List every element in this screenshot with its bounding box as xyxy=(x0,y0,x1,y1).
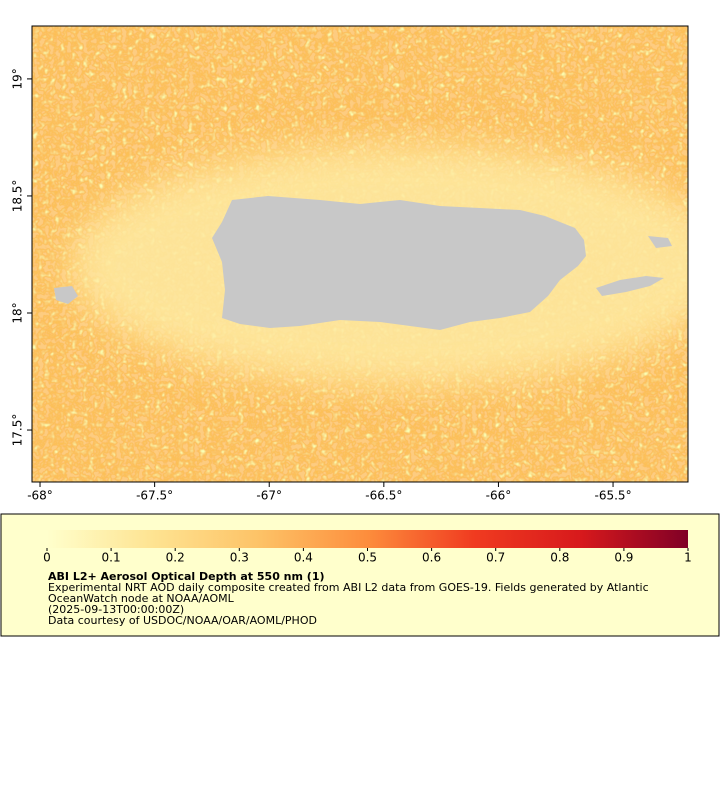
colorbar-tick-label: 0.2 xyxy=(166,551,185,565)
x-tick-label: -66° xyxy=(486,489,512,503)
x-tick-label: -67.5° xyxy=(136,489,173,503)
x-tick-label: -67° xyxy=(256,489,282,503)
legend-description: Experimental NRT AOD daily composite cre… xyxy=(48,581,649,594)
colorbar-tick-label: 0.5 xyxy=(358,551,377,565)
x-tick-label: -65.5° xyxy=(595,489,632,503)
y-tick-label: 18.5° xyxy=(11,180,25,213)
colorbar xyxy=(47,530,688,548)
aod-field xyxy=(32,26,688,482)
y-tick-label: 18° xyxy=(11,302,25,323)
land-vieques xyxy=(596,276,664,296)
axes: -68° -67.5° -67° -66.5° -66° -65.5° 17.5° 18° 18… xyxy=(11,68,632,502)
x-tick-label: -66.5° xyxy=(365,489,402,503)
y-tick-label: 19° xyxy=(11,68,25,89)
colorbar-tick-label: 0.8 xyxy=(550,551,569,565)
colorbar-tick-label: 0.6 xyxy=(422,551,441,565)
colorbar-tick-label: 0.1 xyxy=(102,551,121,565)
colorbar-tick-label: 1 xyxy=(684,551,692,565)
legend-description: (2025-09-13T00:00:00Z) xyxy=(48,603,184,616)
legend-title: ABI L2+ Aerosol Optical Depth at 550 nm … xyxy=(48,570,325,583)
colorbar-tick-label: 0.3 xyxy=(230,551,249,565)
y-tick-label: 17.5° xyxy=(11,414,25,447)
colorbar-tick-label: 0.7 xyxy=(486,551,505,565)
legend-description: OceanWatch node at NOAA/AOML xyxy=(48,592,235,605)
colorbar-tick-label: 0 xyxy=(43,551,51,565)
plot-frame xyxy=(31,25,689,483)
legend-description: Data courtesy of USDOC/NOAA/OAR/AOML/PHO… xyxy=(48,614,317,627)
land-culebra xyxy=(648,236,672,248)
x-tick-label: -68° xyxy=(27,489,53,503)
land-mona xyxy=(54,286,78,304)
colorbar-tick-label: 0.4 xyxy=(294,551,313,565)
colorbar-tick-label: 0.9 xyxy=(614,551,633,565)
land-main-island xyxy=(212,196,586,330)
colorbar-ticks: 0 0.1 0.2 0.3 0.4 0.5 0.6 0.7 0.8 0.9 1 xyxy=(43,548,692,565)
